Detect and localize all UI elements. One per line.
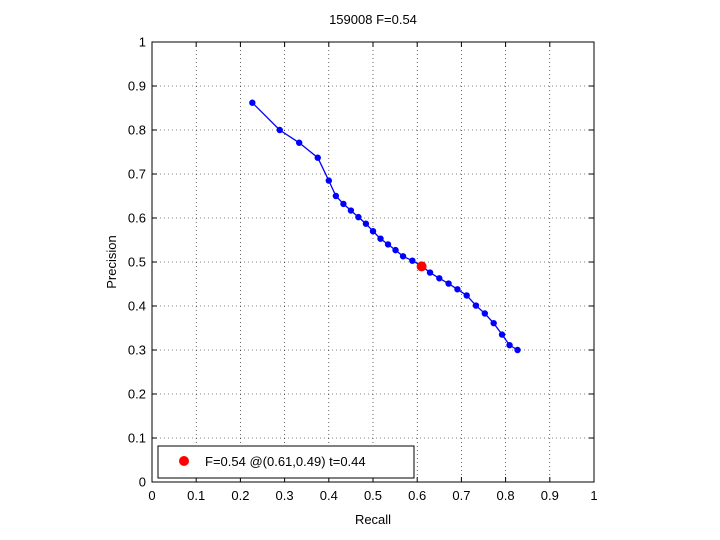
- data-point: [454, 286, 461, 293]
- y-tick-label: 1: [139, 35, 146, 50]
- data-point: [426, 269, 434, 276]
- data-point: [314, 154, 321, 161]
- y-axis-ticks: 0 0.1 0.2 0.3 0.4 0.5 0.6 0.7 0.8 0.9 1: [128, 35, 594, 490]
- data-point: [472, 302, 480, 309]
- data-point: [445, 280, 452, 287]
- data-point: [498, 331, 506, 338]
- data-point: [295, 139, 303, 146]
- x-axis-ticks: 0 0.1 0.2 0.3 0.4 0.5 0.6 0.7 0.8 0.9 1: [148, 42, 598, 503]
- x-axis-label: Recall: [355, 512, 391, 527]
- x-tick-label: 0.1: [187, 488, 205, 503]
- y-tick-label: 0.1: [128, 431, 146, 446]
- data-point: [481, 310, 489, 317]
- data-point: [276, 126, 283, 134]
- precision-recall-series: [249, 99, 521, 354]
- data-point: [463, 292, 470, 299]
- data-point: [369, 228, 377, 235]
- y-tick-label: 0.4: [128, 299, 146, 314]
- data-point: [506, 341, 513, 349]
- data-point: [377, 235, 384, 242]
- data-point: [362, 220, 370, 227]
- legend: F=0.54 @(0.61,0.49) t=0.44: [157, 445, 415, 479]
- y-tick-label: 0.5: [128, 255, 146, 270]
- x-tick-label: 1: [590, 488, 597, 503]
- series-line: [251, 102, 518, 351]
- data-point: [514, 346, 521, 354]
- x-tick-label: 0.7: [452, 488, 470, 503]
- x-tick-label: 0.8: [497, 488, 515, 503]
- data-point: [399, 253, 407, 260]
- x-tick-label: 0.3: [276, 488, 294, 503]
- y-tick-label: 0.2: [128, 387, 146, 402]
- x-tick-label: 0.4: [320, 488, 338, 503]
- grid-lines: [152, 42, 594, 482]
- y-axis-label: Precision: [104, 235, 119, 288]
- data-point: [340, 200, 347, 208]
- x-tick-label: 0.2: [231, 488, 249, 503]
- data-point: [249, 99, 256, 106]
- y-tick-label: 0.6: [128, 211, 146, 226]
- y-tick-label: 0.3: [128, 343, 146, 358]
- legend-marker: [179, 456, 189, 466]
- x-tick-label: 0.5: [364, 488, 382, 503]
- y-tick-label: 0.7: [128, 167, 146, 182]
- best-f-point: [416, 261, 427, 272]
- x-tick-label: 0.9: [541, 488, 559, 503]
- data-point: [384, 241, 392, 248]
- best-f-marker: [416, 261, 427, 272]
- data-point: [347, 207, 355, 214]
- data-point: [355, 213, 362, 221]
- x-tick-label: 0: [148, 488, 155, 503]
- legend-box: [157, 445, 415, 479]
- y-tick-label: 0.9: [128, 79, 146, 94]
- data-point: [332, 192, 340, 200]
- data-point: [392, 246, 399, 254]
- chart-title: 159008 F=0.54: [329, 12, 417, 27]
- y-tick-label: 0.8: [128, 123, 146, 138]
- x-tick-label: 0.6: [408, 488, 426, 503]
- data-point: [436, 275, 443, 282]
- data-point: [490, 319, 497, 327]
- data-point: [325, 177, 332, 184]
- data-point: [409, 257, 416, 264]
- y-tick-label: 0: [139, 475, 146, 490]
- legend-label: F=0.54 @(0.61,0.49) t=0.44: [205, 454, 366, 469]
